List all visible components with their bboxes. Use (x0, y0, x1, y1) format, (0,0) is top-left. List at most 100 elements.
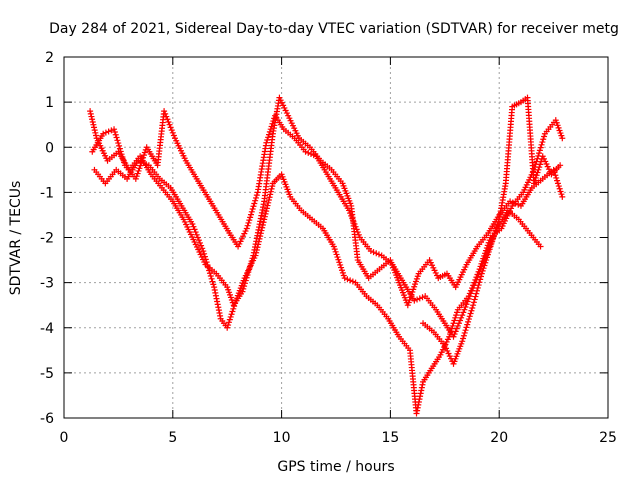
data-point-interp (453, 309, 460, 316)
data-point (161, 108, 168, 115)
data-point-interp (170, 132, 177, 139)
data-point-interp (111, 128, 118, 135)
data-point-interp (198, 242, 205, 249)
data-point-interp (536, 150, 543, 157)
data-point-interp (121, 159, 128, 166)
data-point-interp (250, 203, 257, 210)
data-point-interp (226, 316, 233, 323)
data-point (478, 270, 485, 277)
data-point (404, 302, 411, 309)
data-point-interp (336, 259, 343, 266)
data-point-interp (193, 231, 200, 238)
data-point-interp (190, 223, 197, 230)
data-point-interp (168, 127, 175, 134)
chart-title: Day 284 of 2021, Sidereal Day-to-day VTE… (49, 21, 619, 37)
data-point-interp (165, 118, 172, 125)
data-point-interp (410, 286, 417, 293)
data-point-interp (416, 295, 423, 302)
data-point-interp (255, 241, 262, 248)
data-point-interp (201, 253, 208, 260)
data-point-interp (206, 267, 213, 274)
data-point-interp (163, 113, 170, 120)
data-point-interp (137, 158, 144, 165)
data-point-interp (231, 303, 238, 310)
data-point (507, 198, 514, 205)
data-point (87, 108, 94, 115)
data-point-interp (253, 246, 260, 253)
data-point-interp (473, 290, 480, 297)
data-point (224, 324, 231, 331)
data-point-interp (475, 282, 482, 289)
data-point-interp (466, 313, 473, 320)
data-point-interp (340, 272, 347, 279)
data-point-interp (259, 222, 266, 229)
data-point-interp (167, 124, 174, 131)
y-tick-label: -6 (40, 411, 54, 427)
data-point-interp (229, 308, 236, 315)
data-point-interp (483, 257, 490, 264)
data-point-interp (480, 265, 487, 272)
data-point-interp (192, 229, 199, 236)
data-point-interp (412, 278, 419, 285)
x-tick-label: 15 (381, 430, 399, 446)
data-point-interp (540, 136, 547, 143)
data-point-interp (463, 324, 470, 331)
data-point-interp (102, 129, 109, 136)
data-point-interp (469, 304, 476, 311)
data-point-interp (406, 296, 413, 303)
data-point-interp (486, 246, 493, 253)
data-point-interp (120, 156, 127, 163)
data-point-interp (405, 299, 412, 306)
data-point-interp (140, 160, 147, 167)
data-point-interp (355, 231, 362, 238)
data-point-interp (253, 249, 260, 256)
data-point-interp (252, 194, 259, 201)
data-point-interp (258, 227, 265, 234)
data-point-interp (349, 215, 356, 222)
data-point-interp (447, 328, 454, 335)
data-point-interp (203, 259, 210, 266)
data-point-interp (195, 237, 202, 244)
data-point-interp (202, 256, 209, 263)
data-point-interp (205, 264, 212, 271)
data-point-interp (454, 322, 461, 329)
data-point-interp (474, 271, 481, 278)
data-point-interp (333, 251, 340, 258)
data-point-interp (265, 199, 272, 206)
data-point-interp (412, 281, 419, 288)
data-point-interp (264, 202, 271, 209)
data-point-interp (245, 219, 252, 226)
data-point (559, 193, 566, 200)
data-point-interp (259, 224, 266, 231)
data-point-interp (310, 152, 317, 159)
data-point-interp (419, 294, 426, 301)
data-point-interp (204, 261, 211, 268)
data-point-interp (478, 273, 485, 280)
data-point-interp (141, 149, 148, 156)
data-point-interp (352, 223, 359, 230)
data-point-interp (267, 191, 274, 198)
data-point-interp (491, 229, 498, 236)
data-point-interp (118, 151, 125, 158)
data-point-interp (191, 226, 198, 233)
y-tick-label: 1 (45, 95, 54, 111)
data-point-interp (269, 183, 276, 190)
data-point-interp (557, 188, 564, 195)
series-track-3 (91, 117, 566, 417)
y-tick-label: -3 (40, 276, 54, 292)
data-point-interp (458, 314, 465, 321)
data-point-interp (344, 276, 351, 283)
data-point-interp (230, 305, 237, 312)
data-point-interp (305, 149, 312, 156)
data-point-interp (261, 213, 268, 220)
data-point-interp (414, 296, 421, 303)
data-point-interp (244, 222, 251, 229)
data-point-interp (460, 335, 467, 342)
x-tick-label: 20 (490, 430, 508, 446)
data-point-interp (260, 219, 267, 226)
data-point-interp (164, 116, 171, 123)
data-point-interp (459, 312, 466, 319)
data-point-interp (140, 154, 147, 161)
data-point-interp (474, 287, 481, 294)
data-point-interp (209, 278, 216, 285)
